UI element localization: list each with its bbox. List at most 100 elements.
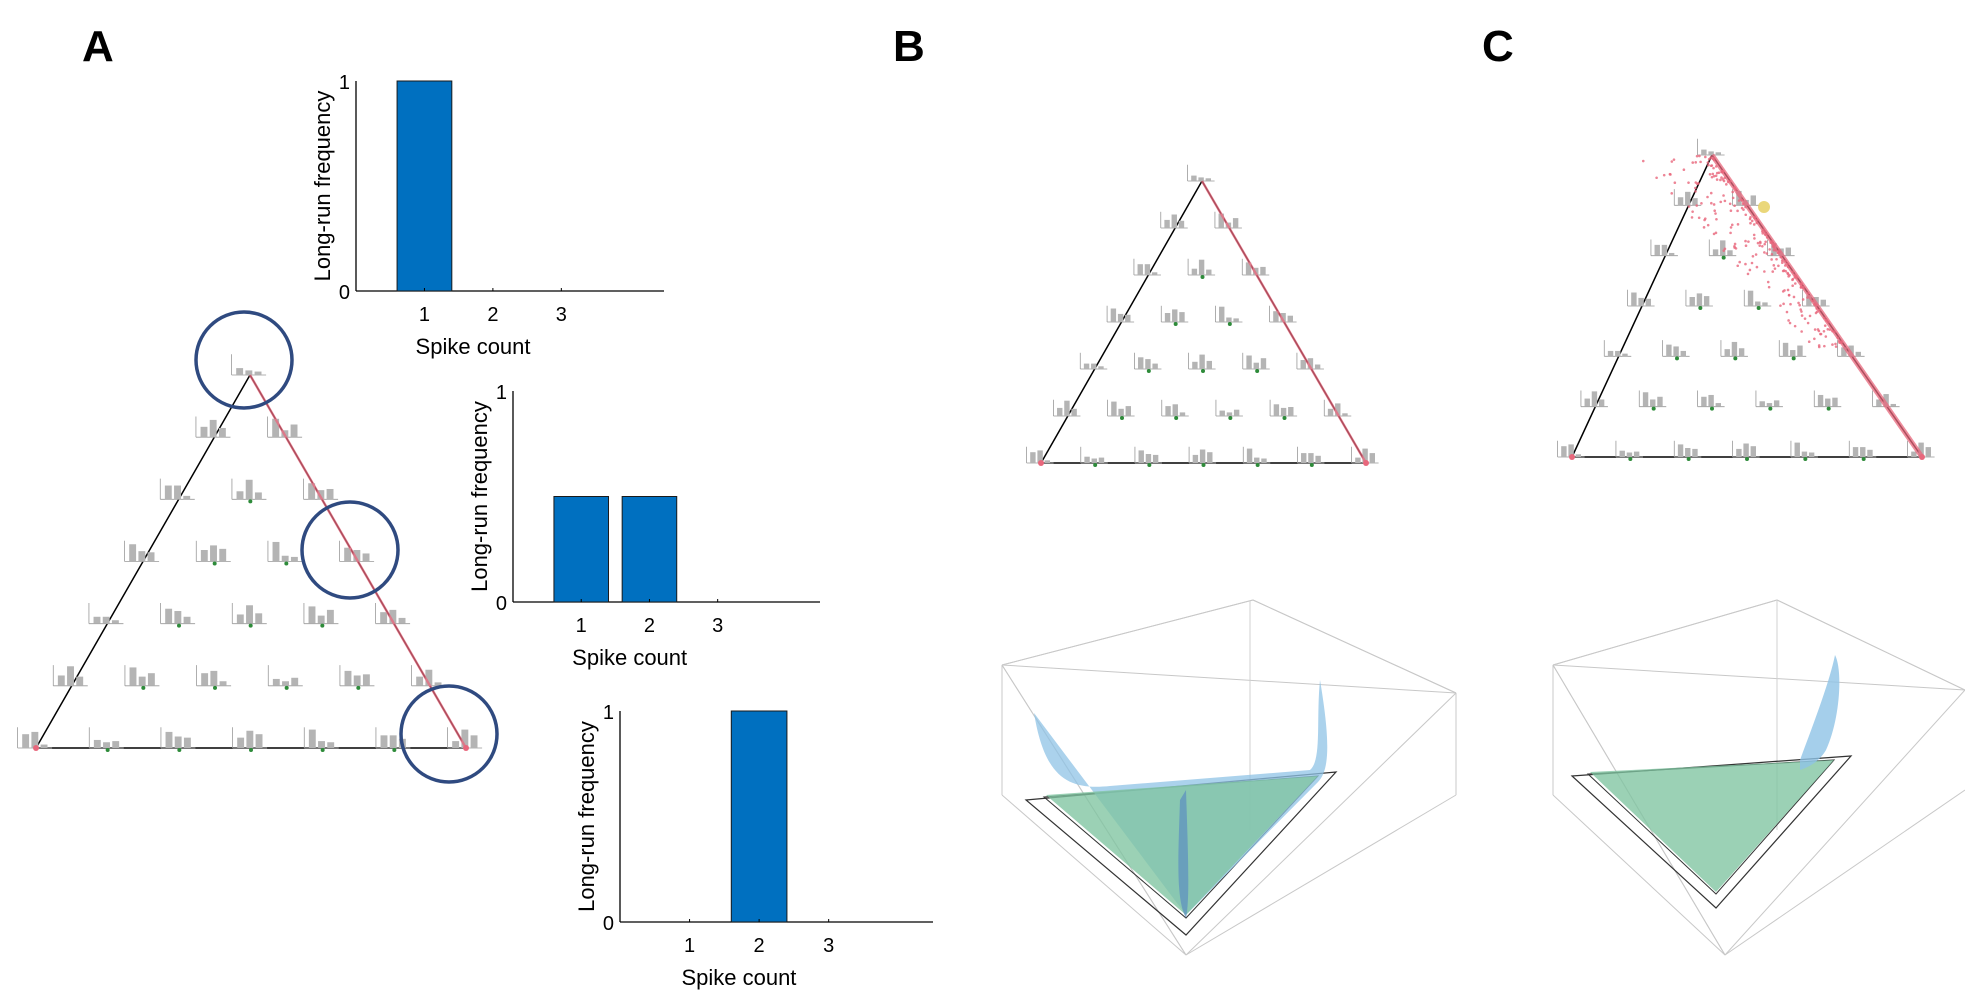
mini-histogram	[195, 416, 231, 438]
fixed-point-dot	[1201, 463, 1206, 467]
fixed-point-dot	[1628, 457, 1633, 461]
surface-3d-panel-c	[1552, 599, 1965, 956]
fixed-point-dot	[1200, 275, 1205, 279]
y-tick-label: 0	[603, 913, 614, 935]
fixed-point-dot	[177, 623, 181, 628]
mini-histogram	[1673, 189, 1702, 206]
fixed-point-dot	[392, 748, 397, 752]
mini-histogram	[1160, 211, 1188, 229]
bar-chart-2: 1 2 3 1 0 Spike count Long-run frequency	[467, 382, 820, 670]
x-tick-label: 3	[712, 615, 723, 637]
fixed-point-dot	[1756, 306, 1761, 310]
mini-histogram	[1107, 399, 1135, 420]
x-tick-label: 1	[419, 304, 430, 326]
bar-2	[730, 710, 788, 923]
mini-histogram	[1187, 258, 1216, 279]
fixed-point-dot	[284, 561, 289, 566]
mini-histogram	[159, 478, 195, 500]
x-tick-label: 3	[556, 304, 567, 326]
simplex-plane	[1590, 760, 1834, 892]
mini-histogram	[1133, 258, 1161, 276]
fixed-point-dot	[1146, 369, 1151, 373]
highlight-point	[1758, 201, 1770, 213]
panel-label-c: C	[1482, 22, 1514, 71]
x-tick-label: 3	[823, 935, 834, 957]
mini-histogram	[1778, 340, 1807, 361]
mini-histogram	[1160, 305, 1189, 326]
mini-histogram	[231, 354, 267, 376]
mini-histogram	[1106, 305, 1135, 323]
mini-histogram	[52, 665, 88, 687]
x-axis-label: Spike count	[572, 645, 687, 670]
panel-label-b: B	[893, 22, 925, 71]
mini-histogram	[1732, 440, 1760, 461]
mini-histogram	[160, 727, 196, 752]
mini-histogram	[1673, 440, 1702, 461]
fixed-point-dot	[1228, 416, 1233, 420]
mini-histogram	[1697, 138, 1725, 156]
mini-histogram	[1134, 446, 1162, 467]
mini-histogram	[1188, 446, 1217, 467]
fixed-point-dot	[1745, 457, 1749, 461]
mini-histogram	[1079, 352, 1108, 370]
attractor-edge	[248, 374, 468, 749]
mini-histogram	[1242, 446, 1271, 467]
fixed-point-dot	[1227, 322, 1232, 326]
mini-histogram	[1813, 390, 1842, 411]
mini-histogram	[231, 602, 267, 628]
mini-histogram	[1580, 390, 1608, 408]
fixed-point-dot	[1309, 463, 1314, 467]
mini-histogram	[1215, 305, 1243, 326]
fixed-point-dot	[1710, 406, 1714, 411]
fixed-point-dot	[141, 685, 146, 690]
mini-histogram	[1720, 340, 1748, 361]
fixed-point-dot	[1768, 406, 1773, 411]
fixed-point-dot	[356, 685, 361, 690]
fixed-point-dot	[1120, 416, 1124, 420]
fixed-point-dot	[1147, 463, 1152, 467]
highlight-circle-2	[300, 500, 400, 600]
bar-1	[396, 80, 453, 292]
mini-histogram	[1161, 399, 1189, 420]
y-axis-label: Long-run frequency	[467, 401, 492, 592]
mini-histogram	[1790, 440, 1818, 461]
mini-histogram	[1215, 399, 1243, 420]
x-tick-label: 2	[487, 304, 498, 326]
fixed-point-dot	[1861, 457, 1866, 461]
y-axis-label: Long-run frequency	[310, 91, 335, 282]
x-tick-label: 1	[684, 935, 695, 957]
x-tick-label: 1	[576, 615, 587, 637]
mini-histogram	[195, 540, 231, 566]
fixed-point-dot	[1733, 356, 1738, 361]
fixed-point-dot	[249, 748, 253, 752]
mini-histogram	[88, 727, 124, 752]
mini-histogram	[196, 665, 232, 690]
simplex-panel-a	[17, 310, 499, 784]
mini-histogram	[267, 665, 303, 690]
fixed-point-dot	[1093, 463, 1098, 467]
surface-3d-panel-b	[1001, 599, 1457, 956]
mini-histogram	[160, 602, 196, 628]
fixed-point-dot	[1201, 369, 1205, 373]
x-tick-label: 2	[644, 615, 655, 637]
mini-histogram	[1187, 164, 1215, 182]
mini-histogram	[231, 478, 267, 504]
x-axis-label: Spike count	[681, 965, 796, 990]
mini-histogram	[1080, 446, 1108, 467]
mini-histogram	[1685, 289, 1713, 310]
mini-histogram	[1708, 239, 1737, 260]
trajectory-scatter	[1641, 154, 1843, 349]
simplex-panel-c	[1557, 138, 1935, 461]
fixed-point-dot	[213, 685, 217, 690]
panel-label-a: A	[82, 22, 114, 71]
fixed-point-dot	[1651, 406, 1656, 411]
mini-histogram	[1269, 399, 1298, 420]
mini-histogram	[1662, 340, 1690, 361]
mini-histogram	[1188, 352, 1216, 373]
mini-histogram	[1615, 440, 1643, 461]
mini-histogram	[1743, 289, 1772, 310]
mini-histogram	[1053, 399, 1081, 417]
mini-histogram	[375, 727, 411, 752]
mini-histogram	[1755, 390, 1783, 411]
